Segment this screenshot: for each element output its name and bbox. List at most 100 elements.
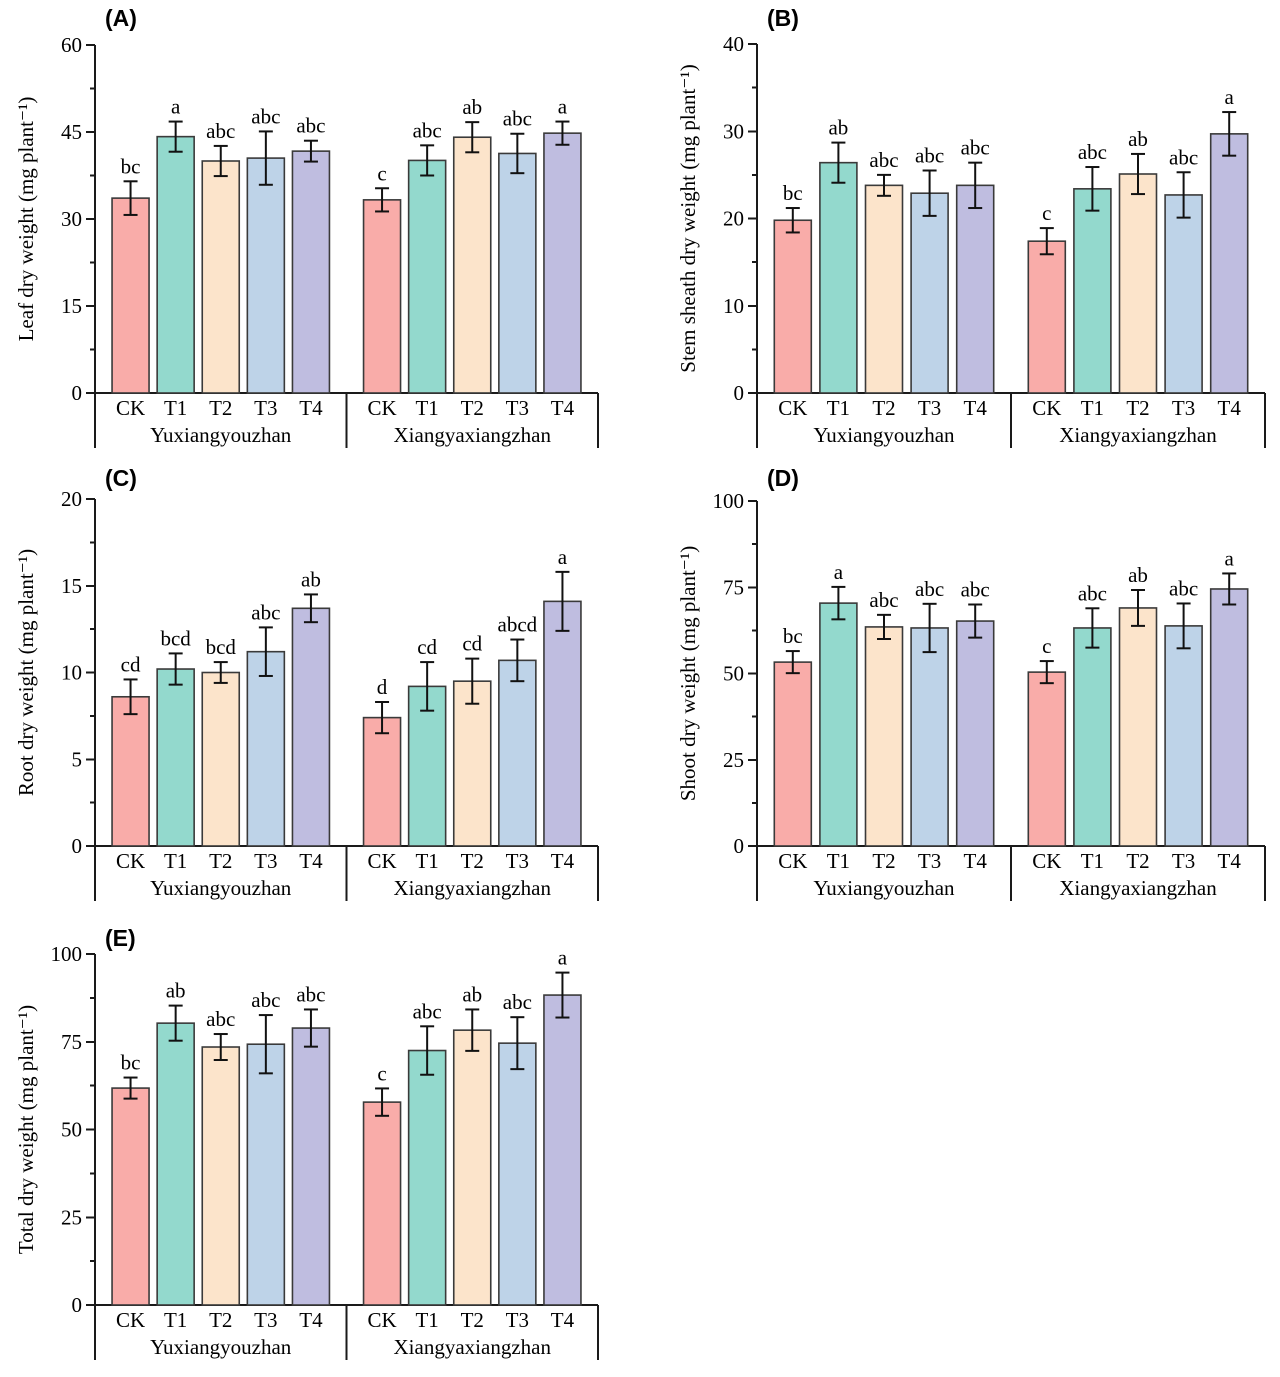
error-bar <box>420 661 435 712</box>
bar-t4-xiangyaxiangzhan <box>1209 588 1249 847</box>
category-label: CK <box>1032 396 1061 420</box>
y-axis-label: Stem sheath dry weight (mg plant⁻¹) <box>676 64 700 372</box>
sig-letter: c <box>1042 634 1051 658</box>
bar-ck-yuxiangyouzhan <box>111 695 150 847</box>
sig-letter: abc <box>961 578 990 602</box>
y-axis-ticks: 0 25 50 75 100 <box>51 942 95 1317</box>
category-label: T3 <box>254 1308 277 1332</box>
error-bar <box>123 678 138 716</box>
error-bar <box>510 638 525 683</box>
bars-group-1: c CK abc T1 ab T2 abc T3 a T4 <box>1027 546 1249 873</box>
panel-d-chart: 0 25 50 75 100 Shoot dry weight (mg plant⁻¹) (… <box>676 465 1266 901</box>
sig-letter: ab <box>462 95 482 119</box>
bar-t2-xiangyaxiangzhan <box>1118 607 1158 847</box>
sig-letter: abc <box>915 144 944 168</box>
bar-t2-yuxiangyouzhan <box>201 671 241 847</box>
group-label: Xiangyaxiangzhan <box>394 876 552 900</box>
sig-letter: ab <box>828 116 848 140</box>
error-bar <box>831 141 846 184</box>
group-label: Yuxiangyouzhan <box>150 876 292 900</box>
category-label: T3 <box>1172 849 1195 873</box>
category-label: CK <box>778 849 807 873</box>
y-tick-label: 0 <box>734 834 745 858</box>
error-bar <box>258 626 273 677</box>
y-axis-label: Root dry weight (mg plant⁻¹) <box>14 549 38 796</box>
sig-letter: cd <box>121 652 141 676</box>
category-label: T1 <box>415 1308 438 1332</box>
panel-c-chart: 0 5 10 15 20 Root dry weight (mg plant⁻¹) (C) c… <box>14 465 599 901</box>
error-bar <box>375 700 390 735</box>
y-axis-ticks: 0 5 10 15 20 <box>61 487 95 858</box>
error-bar <box>831 585 846 621</box>
sig-letter: c <box>1042 201 1051 225</box>
bar-t4-yuxiangyouzhan <box>291 150 331 394</box>
sig-letter: abc <box>1078 140 1107 164</box>
bar-t3-xiangyaxiangzhan <box>498 659 537 847</box>
sig-letter: a <box>834 560 844 584</box>
y-axis-label: Leaf dry weight (mg plant⁻¹) <box>14 97 38 342</box>
bar-t1-xiangyaxiangzhan <box>407 685 447 847</box>
y-tick-label: 100 <box>713 489 745 513</box>
category-label: CK <box>116 396 145 420</box>
category-label: T1 <box>164 1308 187 1332</box>
category-label: T2 <box>461 849 484 873</box>
bar-ck-xiangyaxiangzhan <box>362 1101 402 1306</box>
category-label: T4 <box>964 396 988 420</box>
sig-letter: bcd <box>160 626 191 650</box>
y-axis-ticks: 0 25 50 75 100 <box>713 489 757 858</box>
error-bar <box>213 144 228 178</box>
category-label: T4 <box>1218 396 1242 420</box>
error-bar <box>375 1087 390 1117</box>
bar-ck-yuxiangyouzhan <box>773 661 813 847</box>
bar-t3-xiangyaxiangzhan <box>498 1042 537 1306</box>
panel-a-chart: 0 15 30 45 60 Leaf dry weight (mg plant⁻¹) (A)… <box>14 5 599 448</box>
bars-group-1: c CK abc T1 ab T2 abc T3 a T4 <box>362 946 582 1332</box>
category-label: CK <box>116 1308 145 1332</box>
group-label: Xiangyaxiangzhan <box>1059 876 1217 900</box>
bar-ck-xiangyaxiangzhan <box>1027 671 1067 847</box>
y-tick-label: 50 <box>61 1118 82 1142</box>
y-tick-label: 50 <box>723 662 744 686</box>
sig-letter: bc <box>783 624 803 648</box>
bar-t3-yuxiangyouzhan <box>246 157 286 394</box>
sig-letter: abc <box>503 990 532 1014</box>
category-label: T4 <box>551 849 575 873</box>
bar-t4-yuxiangyouzhan <box>291 1027 331 1306</box>
bar-t2-yuxiangyouzhan <box>201 1046 241 1306</box>
category-label: T3 <box>254 849 277 873</box>
bar-t1-xiangyaxiangzhan <box>407 1049 447 1306</box>
sig-letter: cd <box>417 635 437 659</box>
panel-label: (E) <box>105 925 136 951</box>
sig-letter: abc <box>296 982 325 1006</box>
error-bar <box>785 207 800 234</box>
y-tick-label: 75 <box>61 1030 82 1054</box>
sig-letter: abc <box>413 118 442 142</box>
error-bar <box>922 169 937 217</box>
category-label: T2 <box>461 396 484 420</box>
y-tick-label: 10 <box>723 294 744 318</box>
bar-t2-yuxiangyouzhan <box>864 626 904 847</box>
sig-letter: abcd <box>498 613 538 637</box>
sig-letter: abc <box>869 148 898 172</box>
category-label: T1 <box>1081 396 1104 420</box>
y-axis-label: Shoot dry weight (mg plant⁻¹) <box>676 546 700 801</box>
group-label: Yuxiangyouzhan <box>813 876 955 900</box>
y-tick-label: 0 <box>72 381 83 405</box>
sig-letter: abc <box>869 588 898 612</box>
sig-letter: ab <box>1128 127 1148 151</box>
sig-letter: abc <box>503 107 532 131</box>
bar-t4-yuxiangyouzhan <box>955 184 995 394</box>
bar-t2-xiangyaxiangzhan <box>452 680 492 847</box>
y-tick-label: 0 <box>734 381 745 405</box>
category-label: T2 <box>461 1308 484 1332</box>
error-bar <box>877 613 891 640</box>
sig-letter: a <box>558 95 568 119</box>
y-axis-ticks: 0 10 20 30 40 <box>723 32 757 405</box>
bar-ck-yuxiangyouzhan <box>111 197 150 394</box>
error-bar <box>1222 572 1237 606</box>
category-label: CK <box>116 849 145 873</box>
panel-label: (B) <box>767 5 799 31</box>
error-bar <box>375 187 390 213</box>
group-label: Xiangyaxiangzhan <box>394 423 552 447</box>
sig-letter: ab <box>462 982 482 1006</box>
